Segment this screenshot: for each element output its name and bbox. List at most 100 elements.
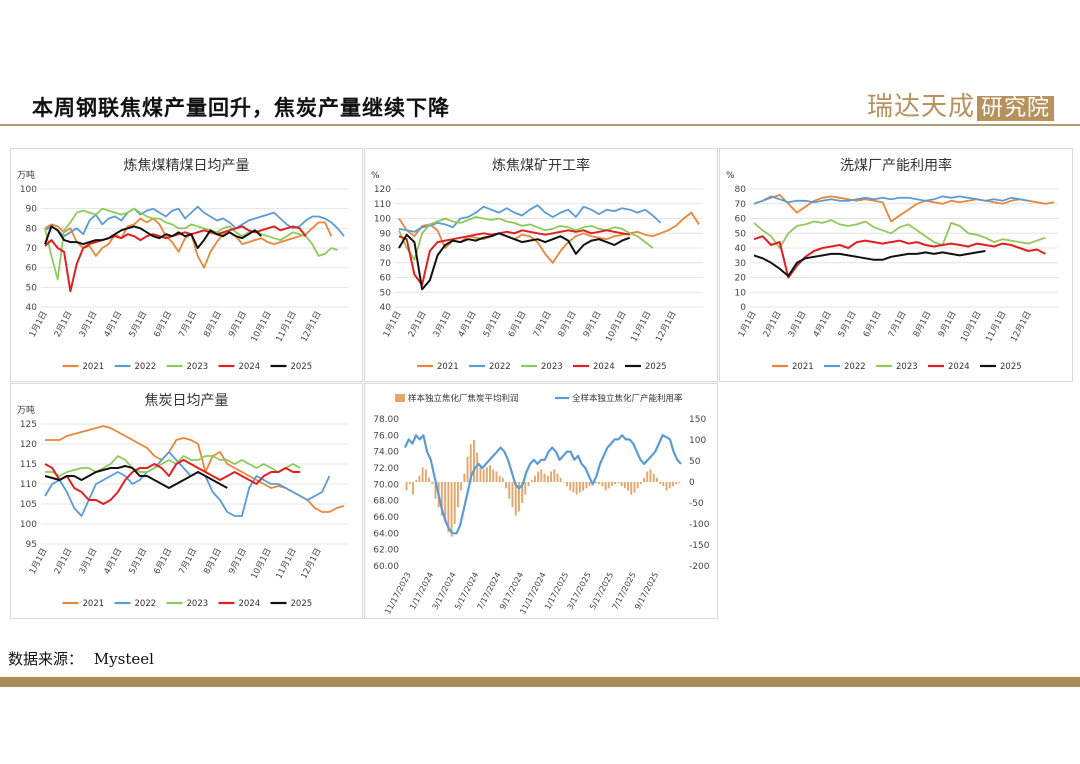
y-tick-label: 80 — [26, 224, 38, 234]
series-line-2024 — [398, 229, 630, 286]
legend-label-2021: 2021 — [83, 599, 105, 609]
x-tick-label: 11月1日 — [984, 310, 1008, 344]
x-tick-label: 11月1日 — [629, 310, 653, 344]
x-tick-label: 5月1日 — [127, 547, 149, 576]
legend-label-2021: 2021 — [437, 362, 459, 372]
profit-bar — [479, 465, 482, 482]
profit-bar — [617, 482, 620, 484]
footer-bar — [0, 677, 1080, 687]
y-tick-label: 115 — [20, 460, 37, 470]
legend-label-2023: 2023 — [896, 362, 918, 372]
profit-bar — [550, 471, 552, 482]
series-line-2022 — [398, 204, 662, 233]
y-tick-label: 60 — [26, 264, 38, 274]
profit-bar — [672, 482, 674, 487]
y-right-tick-label: 150 — [689, 415, 706, 425]
x-tick-label: 9月1日 — [227, 547, 249, 576]
y-tick-label: 100 — [20, 520, 37, 530]
profit-bar — [604, 482, 607, 491]
legend-label-2021: 2021 — [83, 362, 105, 372]
x-tick-label: 12月1日 — [299, 547, 323, 581]
y-left-tick-label: 64.00 — [373, 529, 399, 539]
chart-panel-washery-utilization: 洗煤厂产能利用率% 0 10 20 30 40 50 60 70 80 1月1日 2月1日 3月1日 4月… — [719, 148, 1073, 382]
x-tick-label: 5月1日 — [482, 310, 504, 339]
y-tick-label: 125 — [20, 420, 37, 430]
brand-logo: 瑞达天成 研究院 — [867, 86, 1054, 123]
profit-bar — [601, 482, 604, 487]
profit-bar — [614, 482, 617, 485]
legend-label-profit: 样本独立焦化厂焦炭平均利润 — [408, 393, 519, 404]
legend-label-2022: 2022 — [844, 362, 866, 372]
y-right-tick-label: -150 — [689, 541, 710, 551]
series-line-2025 — [44, 465, 228, 489]
profit-bar — [623, 482, 626, 489]
header-rule — [0, 124, 1080, 126]
utilization-line — [403, 434, 682, 535]
y-left-tick-label: 70.00 — [373, 480, 399, 490]
x-tick-label: 7月1日 — [532, 310, 554, 339]
legend-label-2025: 2025 — [645, 362, 667, 372]
profit-bar — [639, 482, 642, 485]
legend-label-2025: 2025 — [291, 362, 313, 372]
profit-bar — [447, 482, 450, 533]
profit-bar — [636, 482, 639, 489]
x-tick-label: 11月1日 — [274, 310, 298, 344]
x-tick-label: 5月1日 — [127, 310, 149, 339]
profit-bar — [540, 469, 543, 482]
profit-bar — [656, 477, 658, 482]
y-tick-label: 10 — [735, 288, 747, 298]
y-tick-label: 110 — [20, 480, 37, 490]
x-tick-label: 7月1日 — [887, 310, 909, 339]
chart-coking-profit-utilization: 样本独立焦化厂焦炭平均利润 全样本独立焦化厂产能利用率 60.00 62.00 64.0… — [373, 393, 710, 616]
legend-label-2023: 2023 — [541, 362, 563, 372]
profit-bar — [524, 482, 527, 495]
x-tick-label: 8月1日 — [912, 310, 934, 339]
legend-label-2023: 2023 — [187, 599, 209, 609]
profit-bar — [463, 473, 466, 482]
profit-bar — [668, 482, 671, 489]
profit-bar — [562, 482, 565, 483]
profit-bar — [534, 475, 536, 482]
y-tick-label: 90 — [380, 229, 392, 239]
legend-label-2024: 2024 — [239, 599, 261, 609]
legend-label-2021: 2021 — [792, 362, 814, 372]
y-tick-label: 70 — [380, 259, 392, 269]
y-left-tick-label: 60.00 — [373, 562, 399, 572]
x-tick-label: 3月1日 — [787, 310, 809, 339]
profit-bar — [415, 479, 418, 482]
y-tick-label: 40 — [735, 244, 747, 254]
series-line-2023 — [45, 455, 301, 477]
profit-bar — [431, 482, 434, 485]
x-tick-label: 12月1日 — [654, 310, 678, 344]
x-tick-label: 3月1日 — [78, 547, 100, 576]
x-tick-label: 4月1日 — [812, 310, 834, 339]
profit-bar — [476, 452, 479, 482]
x-tick-label: 2月1日 — [407, 310, 429, 339]
profit-bar — [485, 467, 488, 482]
chart-washery-utilization: 洗煤厂产能利用率% 0 10 20 30 40 50 60 70 80 1月1日 2月1日 3月1日 4月… — [726, 157, 1058, 372]
y-unit-label: 万吨 — [17, 169, 35, 181]
x-tick-label: 1月1日 — [382, 310, 404, 339]
profit-bar — [578, 482, 581, 493]
chart-panel-coking-profit-utilization: 样本独立焦化厂焦炭平均利润 全样本独立焦化厂产能利用率 60.00 62.00 64.0… — [364, 383, 718, 619]
profit-bar — [546, 475, 549, 482]
series-line-2022 — [44, 451, 331, 517]
logo-text-a: 瑞达天成 — [866, 92, 975, 122]
profit-bar — [588, 482, 591, 487]
profit-bar — [572, 482, 575, 493]
profit-bar — [466, 456, 469, 482]
x-tick-label: 10月1日 — [604, 310, 628, 344]
y-left-tick-label: 62.00 — [373, 546, 399, 556]
x-tick-label: 2月1日 — [53, 310, 75, 339]
profit-bar — [575, 482, 578, 495]
profit-bar — [527, 482, 530, 487]
legend-label-2024: 2024 — [239, 362, 261, 372]
y-tick-label: 20 — [735, 274, 747, 284]
chart-title: 洗煤厂产能利用率 — [840, 157, 952, 174]
y-tick-label: 60 — [735, 215, 747, 225]
series-line-2021 — [398, 211, 700, 264]
series-line-2025 — [44, 225, 262, 249]
legend-label-utilization: 全样本独立焦化厂产能利用率 — [572, 393, 683, 404]
series-line-2021 — [753, 194, 1055, 223]
